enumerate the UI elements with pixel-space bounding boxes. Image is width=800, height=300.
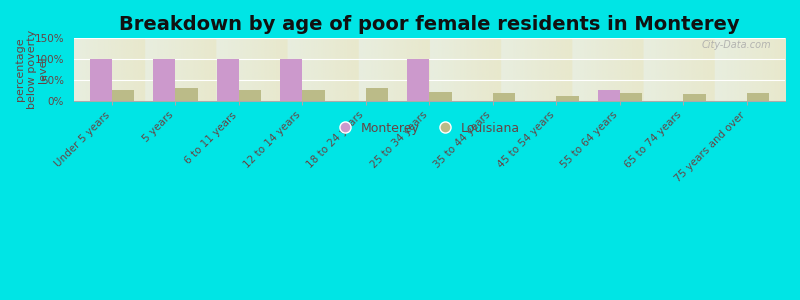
Bar — [153, 59, 175, 101]
Text: City-Data.com: City-Data.com — [701, 40, 770, 50]
Bar — [493, 93, 515, 101]
Bar — [407, 59, 430, 101]
Bar — [598, 91, 620, 101]
Bar — [90, 59, 112, 101]
Bar — [620, 93, 642, 101]
Bar — [239, 91, 261, 101]
Bar — [683, 94, 706, 101]
Bar — [217, 59, 239, 101]
Bar — [112, 91, 134, 101]
Bar — [556, 95, 578, 101]
Bar — [430, 92, 451, 101]
Legend: Monterey, Louisiana: Monterey, Louisiana — [334, 117, 526, 140]
Bar — [175, 88, 198, 101]
Bar — [280, 59, 302, 101]
Bar — [302, 91, 325, 101]
Bar — [366, 88, 388, 101]
Y-axis label: percentage
below poverty
level: percentage below poverty level — [15, 30, 48, 109]
Bar — [747, 93, 769, 101]
Title: Breakdown by age of poor female residents in Monterey: Breakdown by age of poor female resident… — [119, 15, 740, 34]
